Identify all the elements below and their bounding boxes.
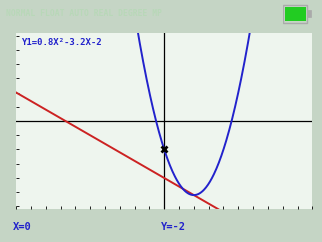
Bar: [283, 5, 307, 23]
Bar: [285, 7, 306, 21]
Text: X=0: X=0: [13, 222, 32, 232]
Text: Y=-2: Y=-2: [161, 222, 186, 232]
Bar: [307, 10, 311, 17]
Text: Y1=0.8X²-3.2X-2: Y1=0.8X²-3.2X-2: [21, 38, 101, 47]
Text: NORMAL FLOAT AUTO REAL DEGREE MP: NORMAL FLOAT AUTO REAL DEGREE MP: [6, 9, 162, 18]
